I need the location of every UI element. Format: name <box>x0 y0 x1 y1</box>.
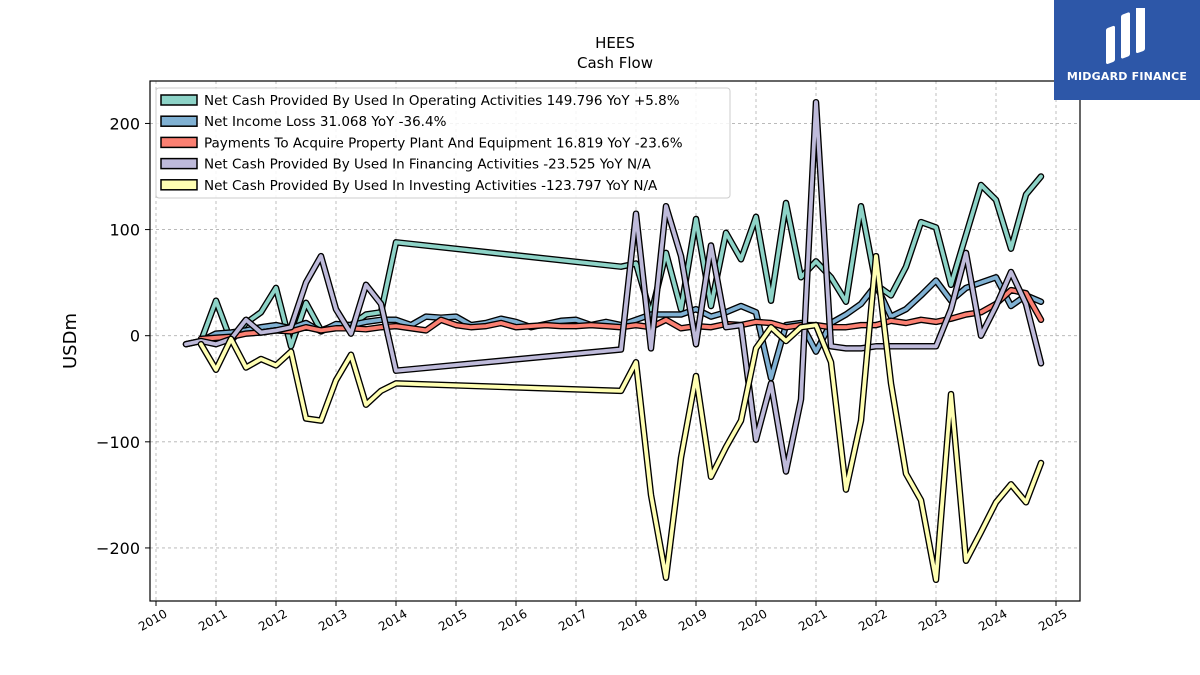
x-tick-label: 2011 <box>196 606 229 633</box>
x-tick-label: 2016 <box>496 606 529 633</box>
series-line-4 <box>199 254 1043 582</box>
series-line-0 <box>199 174 1043 349</box>
y-tick-label: 200 <box>109 114 140 133</box>
x-tick-label: 2023 <box>916 606 949 633</box>
legend-swatch-2 <box>160 136 198 149</box>
legend-label-3: Net Cash Provided By Used In Financing A… <box>204 157 652 173</box>
legend-label-4: Net Cash Provided By Used In Investing A… <box>204 178 658 194</box>
x-tick-label: 2021 <box>796 606 829 633</box>
series-layer <box>182 98 1045 584</box>
legend-swatch-1 <box>160 115 198 127</box>
legend-label-0: Net Cash Provided By Used In Operating A… <box>204 93 680 109</box>
chart-subtitle: Cash Flow <box>577 54 653 72</box>
y-tick-label: 0 <box>130 327 140 346</box>
chart-title: HEES <box>595 34 635 52</box>
x-tick-label: 2012 <box>256 606 289 633</box>
brand-logo: MIDGARD FINANCE <box>1054 0 1200 100</box>
x-tick-label: 2017 <box>556 606 589 633</box>
y-tick-label: −200 <box>96 539 140 558</box>
legend-swatch-0 <box>160 94 198 106</box>
y-tick-label: −100 <box>96 433 140 452</box>
x-tick-label: 2010 <box>136 606 169 633</box>
plot-frame <box>149 80 1081 602</box>
legend-label-2: Payments To Acquire Property Plant And E… <box>204 135 683 151</box>
legend-box <box>155 87 731 199</box>
legend-swatch-4 <box>160 179 198 191</box>
series-line-3 <box>184 100 1043 474</box>
x-tick-label: 2025 <box>1036 606 1069 633</box>
x-tick-label: 2024 <box>976 606 1009 633</box>
x-tick-label: 2018 <box>616 606 649 633</box>
legend: Net Cash Provided By Used In Operating A… <box>155 87 731 199</box>
x-tick-label: 2020 <box>736 606 769 633</box>
x-tick-label: 2015 <box>436 606 469 633</box>
logo-mark-icon <box>1106 8 1145 64</box>
x-tick-label: 2022 <box>856 606 889 633</box>
x-tick-label: 2019 <box>676 606 709 633</box>
y-axis-label: USDm <box>60 313 81 369</box>
legend-label-1: Net Income Loss 31.068 YoY -36.4% <box>204 114 447 130</box>
brand-name: MIDGARD FINANCE <box>1066 70 1188 83</box>
x-tick-label: 2013 <box>316 606 349 633</box>
y-tick-label: 100 <box>109 221 140 240</box>
legend-swatch-3 <box>160 157 198 170</box>
x-tick-label: 2014 <box>376 606 409 633</box>
